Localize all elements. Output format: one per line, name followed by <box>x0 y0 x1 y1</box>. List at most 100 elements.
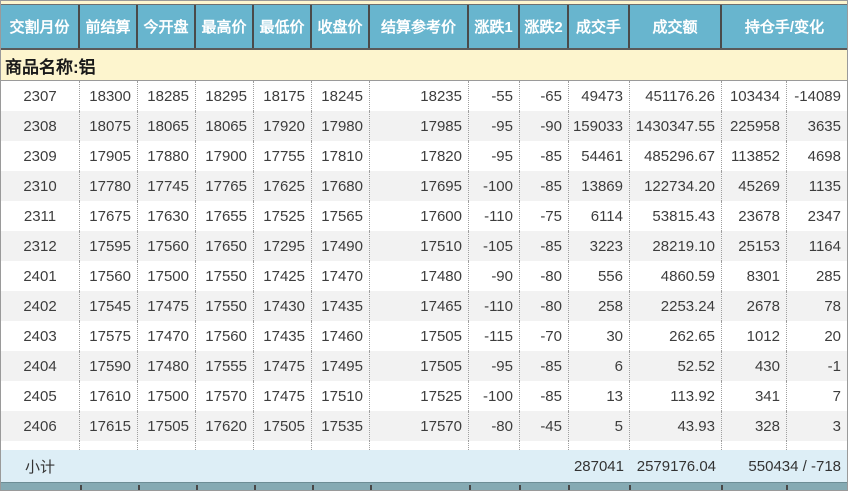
cell-settle-ref: 17525 <box>370 381 469 411</box>
cell-change1: -95 <box>469 351 520 381</box>
cell-month: 2312 <box>1 231 80 261</box>
cell-turnover: 28219.10 <box>630 231 722 261</box>
filler-cell <box>370 441 469 450</box>
cell-prev-settle: 17595 <box>80 231 138 261</box>
column-border-mark <box>196 485 198 490</box>
filler-cell <box>520 441 569 450</box>
cell-low: 17920 <box>254 111 312 141</box>
cell-open: 17470 <box>138 321 196 351</box>
cell-change1: -95 <box>469 111 520 141</box>
cell-change1: -105 <box>469 231 520 261</box>
cell-month: 2308 <box>1 111 80 141</box>
cell-open-interest: 2678 <box>722 291 787 321</box>
cell-change1: -110 <box>469 201 520 231</box>
cell-low: 17435 <box>254 321 312 351</box>
column-header-delivery-month: 交割月份 <box>1 5 80 48</box>
cell-volume: 3223 <box>569 231 630 261</box>
cell-close: 17470 <box>312 261 370 291</box>
cell-open-interest: 430 <box>722 351 787 381</box>
column-header-prev-settlement: 前结算 <box>80 5 138 48</box>
cell-month: 2307 <box>1 81 80 111</box>
cell-high: 17570 <box>196 381 254 411</box>
cell-volume: 556 <box>569 261 630 291</box>
cell-turnover: 2253.24 <box>630 291 722 321</box>
cell-high: 17655 <box>196 201 254 231</box>
filler-cell <box>722 441 787 450</box>
cell-volume: 13 <box>569 381 630 411</box>
cell-open: 17475 <box>138 291 196 321</box>
column-header-change2: 涨跌2 <box>520 5 569 48</box>
filler-cell <box>138 441 196 450</box>
table-row: 2308 18075 18065 18065 17920 17980 17985 -95 -90… <box>1 111 847 141</box>
cell-turnover: 43.93 <box>630 411 722 441</box>
cell-change1: -90 <box>469 261 520 291</box>
cell-turnover: 122734.20 <box>630 171 722 201</box>
cell-high: 17555 <box>196 351 254 381</box>
cell-open: 18285 <box>138 81 196 111</box>
cell-open: 17500 <box>138 261 196 291</box>
table-row: 2403 17575 17470 17560 17435 17460 17505 -115 -7… <box>1 321 847 351</box>
table-row: 2406 17615 17505 17620 17505 17535 17570 -80 -45… <box>1 411 847 441</box>
cell-open: 17630 <box>138 201 196 231</box>
cell-settle-ref: 17820 <box>370 141 469 171</box>
cell-turnover: 113.92 <box>630 381 722 411</box>
cell-prev-settle: 18075 <box>80 111 138 141</box>
commodity-name-label: 商品名称:铝 <box>5 57 96 77</box>
subtotal-label: 小计 <box>25 458 56 476</box>
cell-oi-change: -1 <box>827 357 841 375</box>
cell-close: 17680 <box>312 171 370 201</box>
cell-open: 17745 <box>138 171 196 201</box>
cell-oi-change: 1135 <box>808 177 841 195</box>
cell-high: 17620 <box>196 411 254 441</box>
cell-open-interest: 328 <box>722 411 787 441</box>
cell-prev-settle: 17615 <box>80 411 138 441</box>
cell-oi-change: 3635 <box>807 117 841 135</box>
cell-open: 17560 <box>138 231 196 261</box>
cell-close: 17460 <box>312 321 370 351</box>
cell-volume: 30 <box>569 321 630 351</box>
data-rows: 2307 18300 18285 18295 18175 18245 18235 -55 -65… <box>1 81 847 450</box>
table-row: 2310 17780 17745 17765 17625 17680 17695 -100 -8… <box>1 171 847 201</box>
header-row: 交割月份 前结算 今开盘 最高价 最低价 收盘价 结算参考价 涨跌1 涨跌2 成交手 成交额 持仓手/… <box>1 4 847 50</box>
cell-open: 17500 <box>138 381 196 411</box>
column-border-mark <box>469 485 471 490</box>
subtotal-turnover: 2579176.04 <box>636 457 716 475</box>
cell-month: 2402 <box>1 291 80 321</box>
cell-change2: -85 <box>520 141 569 171</box>
cell-change2: -90 <box>520 111 569 141</box>
cell-open-interest: 23678 <box>722 201 787 231</box>
cell-open-interest: 103434 <box>722 81 787 111</box>
column-border-mark <box>312 485 314 490</box>
cell-prev-settle: 17575 <box>80 321 138 351</box>
column-border-mark <box>370 485 372 490</box>
cell-oi-change: 3 <box>832 417 841 435</box>
cell-settle-ref: 17480 <box>370 261 469 291</box>
cell-month: 2403 <box>1 321 80 351</box>
table-row: 2402 17545 17475 17550 17430 17435 17465 -110 -8… <box>1 291 847 321</box>
cell-high: 17650 <box>196 231 254 261</box>
table-row: 2312 17595 17560 17650 17295 17490 17510 -105 -8… <box>1 231 847 261</box>
cell-change2: -65 <box>520 81 569 111</box>
cell-month: 2401 <box>1 261 80 291</box>
cell-high: 18065 <box>196 111 254 141</box>
commodity-band: 商品名称:铝 <box>1 50 847 81</box>
cell-low: 17505 <box>254 411 312 441</box>
cell-settle-ref: 17695 <box>370 171 469 201</box>
cell-low: 17755 <box>254 141 312 171</box>
cell-low: 17625 <box>254 171 312 201</box>
cell-open: 17505 <box>138 411 196 441</box>
column-border-mark <box>721 485 723 490</box>
column-border-mark <box>138 485 140 490</box>
cell-volume: 5 <box>569 411 630 441</box>
cell-open-interest: 225958 <box>722 111 787 141</box>
cell-oi-change: 285 <box>815 267 841 285</box>
cell-volume: 49473 <box>569 81 630 111</box>
cell-high: 18295 <box>196 81 254 111</box>
cell-oi-change: 20 <box>824 327 841 345</box>
filler-cell <box>630 441 722 450</box>
column-header-high: 最高价 <box>196 5 254 48</box>
cell-change2: -75 <box>520 201 569 231</box>
column-header-volume: 成交手 <box>569 5 630 48</box>
table-row: 2309 17905 17880 17900 17755 17810 17820 -95 -85… <box>1 141 847 171</box>
filler-cell <box>569 441 630 450</box>
